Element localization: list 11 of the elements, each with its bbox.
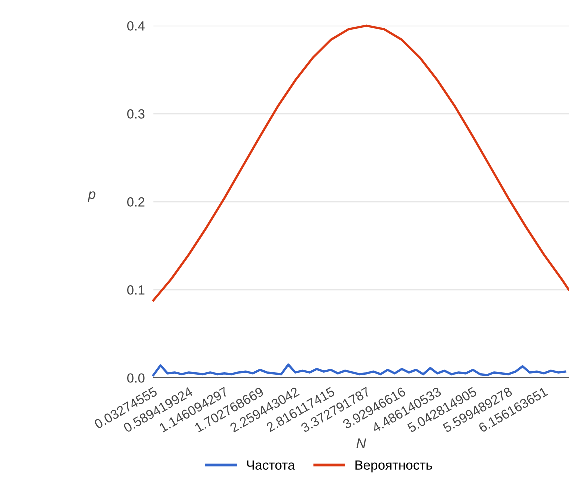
legend-label: Частота: [247, 460, 296, 470]
y-tick-label: 0.0: [127, 374, 145, 383]
y-axis-title: p: [88, 192, 96, 202]
y-tick-label: 0.2: [127, 198, 145, 207]
line-series: [152, 24, 569, 302]
y-tick-label: 0.1: [127, 286, 145, 295]
y-tick-label: 0.4: [127, 21, 145, 31]
y-tick-label: 0.3: [127, 110, 145, 119]
x-axis-title: N: [356, 438, 366, 448]
legend-label: Вероятность: [356, 460, 432, 473]
line-series: [152, 364, 567, 376]
